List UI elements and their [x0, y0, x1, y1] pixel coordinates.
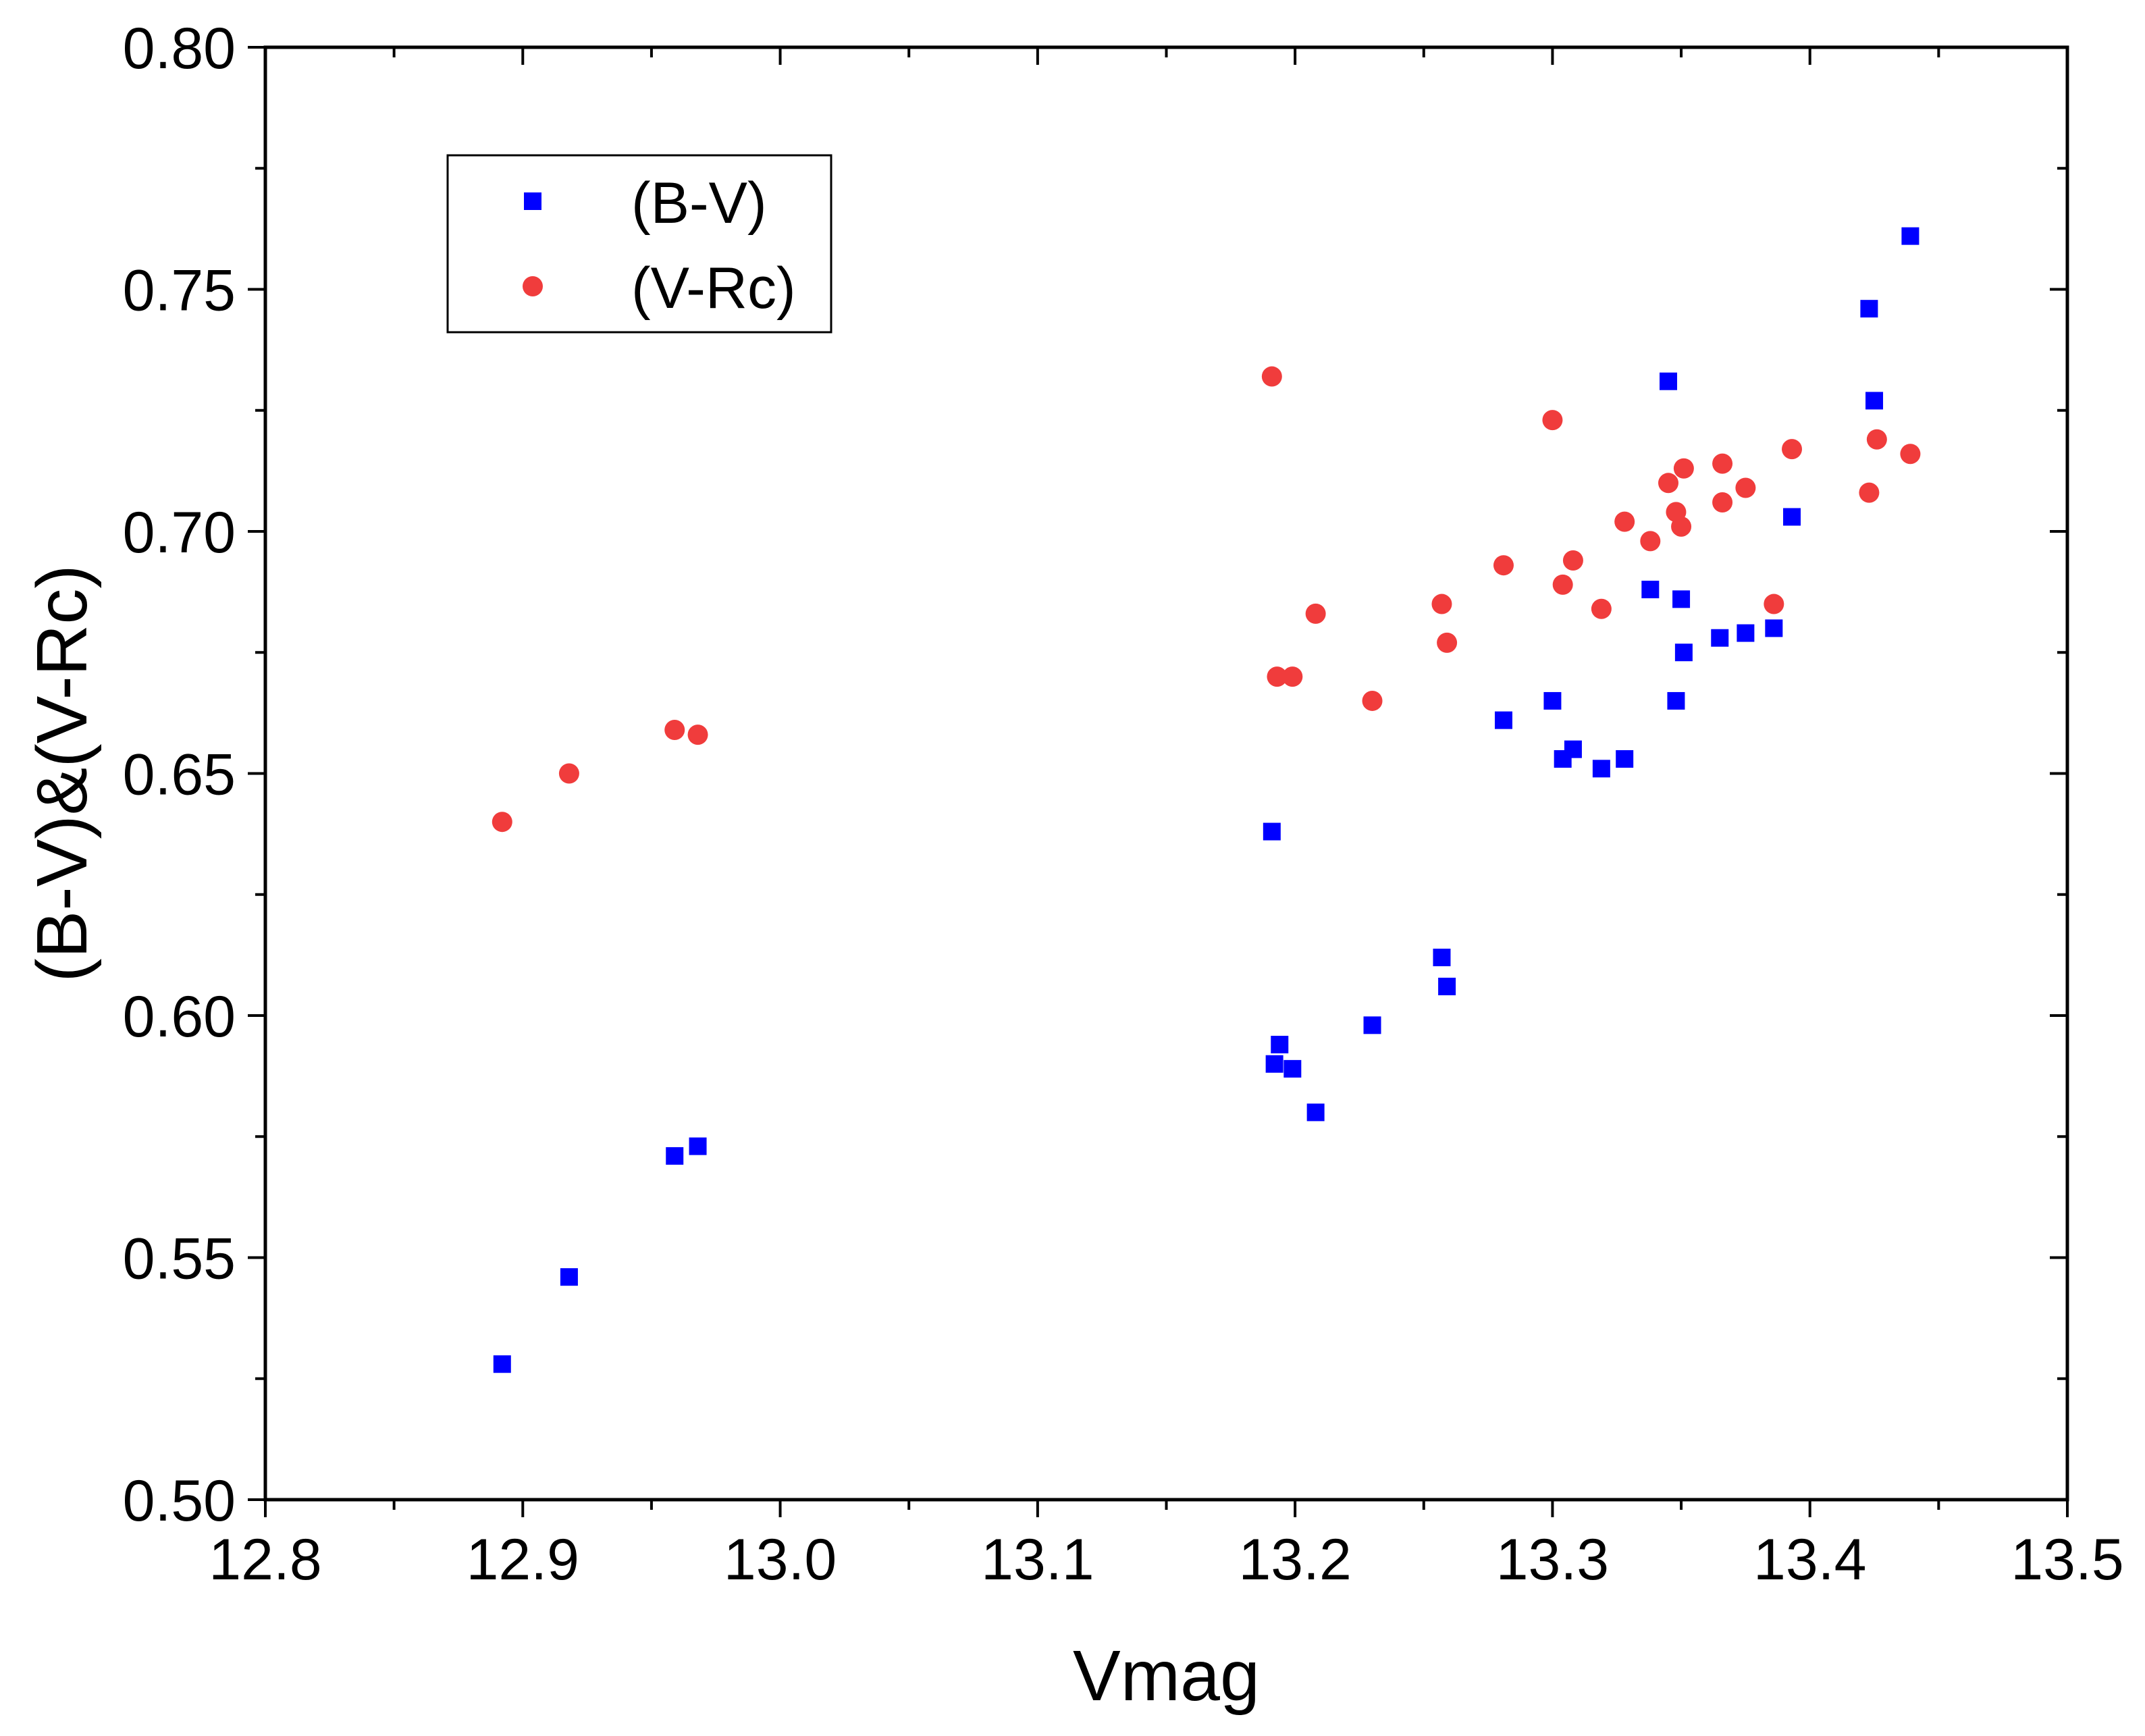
point-v-rc [1562, 550, 1583, 571]
point-b-v [1765, 619, 1783, 637]
point-v-rc [1437, 632, 1458, 653]
point-v-rc [1735, 477, 1756, 498]
point-b-v [1306, 1103, 1325, 1122]
point-b-v [1564, 740, 1582, 758]
point-v-rc [1542, 410, 1563, 431]
legend: (B-V) (V-Rc) [446, 154, 832, 334]
point-b-v [493, 1355, 511, 1373]
point-v-rc [1859, 482, 1880, 503]
point-v-rc [1267, 666, 1288, 687]
ticks: 12.8 12.9 13.0 13.1 13.2 13.3 13.4 13.5 0.50 0.55… [123, 16, 2124, 1592]
point-b-v [1674, 643, 1693, 662]
point-b-v [1271, 1036, 1289, 1054]
point-b-v [666, 1147, 684, 1165]
legend-label-v-rc: (V-Rc) [631, 256, 796, 321]
x-tick-label: 13.3 [1496, 1527, 1609, 1592]
y-tick-label: 0.80 [123, 16, 236, 81]
point-b-v [689, 1137, 707, 1155]
x-tick-label: 13.0 [724, 1527, 837, 1592]
point-v-rc [1658, 473, 1679, 494]
y-tick-label: 0.65 [123, 743, 236, 808]
x-tick-label: 13.4 [1753, 1527, 1866, 1592]
point-v-rc [1640, 531, 1661, 552]
point-b-v [1672, 590, 1691, 608]
point-v-rc [492, 812, 512, 833]
y-tick-label: 0.60 [123, 984, 236, 1049]
legend-marker-v-rc [523, 276, 543, 296]
point-v-rc [1493, 555, 1514, 576]
point-b-v [1901, 227, 1919, 245]
point-v-rc [1552, 574, 1573, 595]
point-b-v [1667, 691, 1685, 710]
x-tick-label: 13.5 [2011, 1527, 2123, 1592]
point-b-v [1616, 749, 1634, 768]
point-v-rc [1866, 429, 1887, 450]
point-v-rc [1614, 511, 1635, 532]
legend-label-b-v: (B-V) [631, 171, 767, 236]
point-v-rc [1261, 366, 1282, 387]
point-b-v [1592, 760, 1610, 778]
point-b-v [1494, 711, 1512, 729]
x-axis-title: Vmag [1073, 1636, 1260, 1716]
point-b-v [1783, 508, 1801, 526]
point-b-v [1433, 948, 1451, 966]
point-v-rc [1764, 594, 1784, 614]
point-b-v [1660, 372, 1678, 390]
x-tick-label: 13.2 [1238, 1527, 1351, 1592]
point-b-v [1363, 1016, 1381, 1034]
point-v-rc [1305, 603, 1326, 624]
point-v-rc [1900, 444, 1921, 465]
legend-box [446, 154, 832, 334]
point-b-v [1641, 581, 1660, 599]
point-v-rc [1431, 594, 1452, 614]
point-v-rc [1282, 666, 1303, 687]
point-v-rc [558, 763, 579, 784]
point-b-v [560, 1268, 578, 1286]
point-v-rc [664, 719, 685, 740]
point-b-v [1283, 1059, 1302, 1078]
point-v-rc [1671, 516, 1692, 537]
point-b-v [1438, 977, 1456, 995]
point-v-rc [1591, 598, 1612, 619]
point-b-v [1265, 1055, 1283, 1073]
point-b-v [1543, 691, 1562, 710]
x-tick-label: 12.9 [467, 1527, 579, 1592]
point-v-rc [687, 725, 708, 745]
y-tick-label: 0.75 [123, 259, 236, 323]
point-v-rc [1362, 690, 1383, 711]
point-b-v [1865, 392, 1884, 410]
y-axis-title: (B-V)&(V-Rc) [22, 564, 102, 982]
x-tick-label: 12.8 [209, 1527, 321, 1592]
point-b-v [1263, 822, 1281, 841]
point-v-rc [1712, 492, 1733, 512]
point-b-v [1737, 624, 1755, 642]
point-v-rc [1712, 453, 1733, 474]
x-tick-label: 13.1 [981, 1527, 1094, 1592]
y-tick-label: 0.70 [123, 500, 236, 565]
legend-marker-b-v [524, 192, 541, 210]
point-b-v [1860, 300, 1878, 318]
y-tick-label: 0.50 [123, 1469, 236, 1533]
y-tick-label: 0.55 [123, 1227, 236, 1292]
data-markers [492, 227, 1921, 1373]
point-v-rc [1673, 458, 1694, 479]
point-v-rc [1782, 439, 1803, 460]
point-b-v [1711, 629, 1729, 647]
